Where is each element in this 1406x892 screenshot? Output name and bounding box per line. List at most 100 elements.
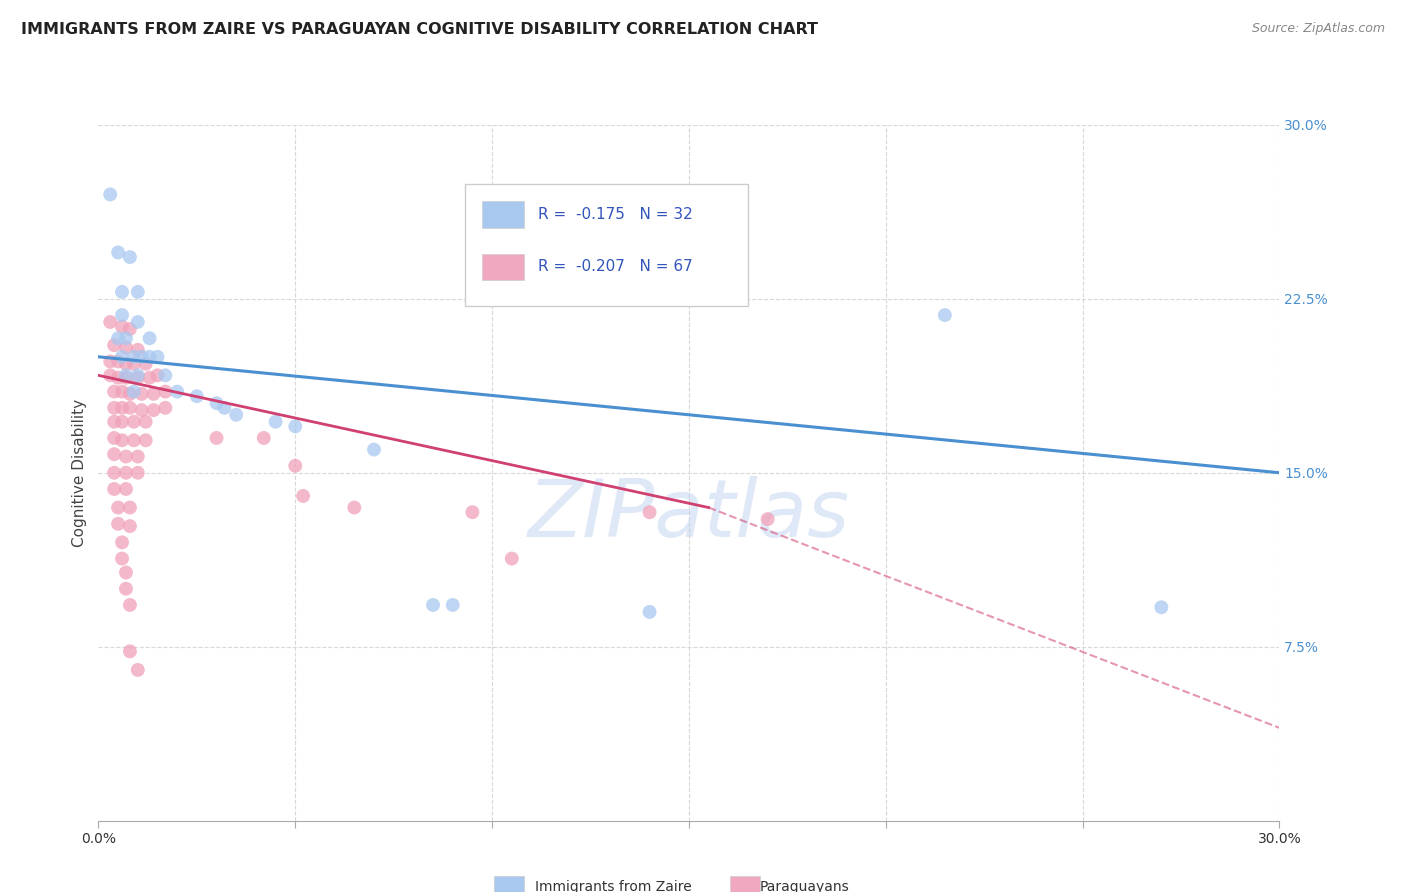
Point [292,489,315,503]
Point [111,285,134,299]
Point [138,350,160,364]
Point [1150,600,1173,615]
FancyBboxPatch shape [730,876,759,892]
Point [103,447,125,461]
Point [122,350,145,364]
Point [98,187,121,202]
FancyBboxPatch shape [482,202,523,227]
Point [441,598,464,612]
Point [111,401,134,415]
Point [131,403,153,417]
Point [131,387,153,401]
Point [103,466,125,480]
Point [166,384,188,399]
Text: ZIPatlas: ZIPatlas [527,475,851,554]
Point [131,350,153,364]
Point [638,605,661,619]
Point [135,434,157,448]
Point [638,505,661,519]
Point [103,431,125,445]
Point [155,401,177,415]
Text: IMMIGRANTS FROM ZAIRE VS PARAGUAYAN COGNITIVE DISABILITY CORRELATION CHART: IMMIGRANTS FROM ZAIRE VS PARAGUAYAN COGN… [21,22,818,37]
Point [111,535,134,549]
Point [363,442,385,457]
Point [214,401,236,415]
Text: Source: ZipAtlas.com: Source: ZipAtlas.com [1251,22,1385,36]
Point [111,551,134,566]
Point [122,384,145,399]
Point [122,434,145,448]
Point [118,598,141,612]
Point [98,315,121,329]
Point [155,368,177,383]
Point [934,308,956,322]
Point [253,431,276,445]
Point [186,389,208,403]
Point [115,331,138,345]
Point [343,500,366,515]
Point [118,500,141,515]
Point [264,415,287,429]
Point [115,341,138,355]
Point [103,415,125,429]
Point [98,368,121,383]
Point [118,519,141,533]
Point [142,387,165,401]
Point [205,396,228,410]
Point [127,368,149,383]
Point [127,466,149,480]
Point [118,644,141,658]
Point [115,370,138,384]
Point [111,350,134,364]
Point [111,415,134,429]
Point [103,482,125,496]
Point [111,308,134,322]
Point [284,419,307,434]
Point [115,582,138,596]
Point [115,357,138,371]
Point [111,319,134,334]
FancyBboxPatch shape [494,876,523,892]
Text: R =  -0.207   N = 67: R = -0.207 N = 67 [537,260,693,275]
Point [107,500,129,515]
Text: Immigrants from Zaire: Immigrants from Zaire [536,880,692,892]
Point [115,450,138,464]
Point [111,384,134,399]
Point [225,408,247,422]
Point [135,357,157,371]
Point [142,403,165,417]
Point [107,245,129,260]
Point [756,512,779,526]
Point [107,354,129,368]
Point [155,384,177,399]
Point [107,331,129,345]
Point [284,458,307,473]
Point [118,387,141,401]
Point [103,338,125,352]
Point [138,370,160,384]
Point [115,466,138,480]
Point [422,598,444,612]
Point [118,322,141,336]
Point [118,250,141,264]
Point [127,343,149,357]
Point [107,370,129,384]
Point [118,401,141,415]
Point [103,384,125,399]
Point [127,370,149,384]
Point [127,663,149,677]
Y-axis label: Cognitive Disability: Cognitive Disability [72,399,87,547]
Point [122,415,145,429]
Point [115,368,138,383]
FancyBboxPatch shape [482,253,523,280]
Point [138,331,160,345]
Point [146,350,169,364]
Point [135,415,157,429]
Point [501,551,523,566]
Point [111,434,134,448]
Point [461,505,484,519]
Text: Paraguayans: Paraguayans [759,880,849,892]
Point [115,482,138,496]
Point [115,566,138,580]
Text: R =  -0.175   N = 32: R = -0.175 N = 32 [537,207,693,222]
